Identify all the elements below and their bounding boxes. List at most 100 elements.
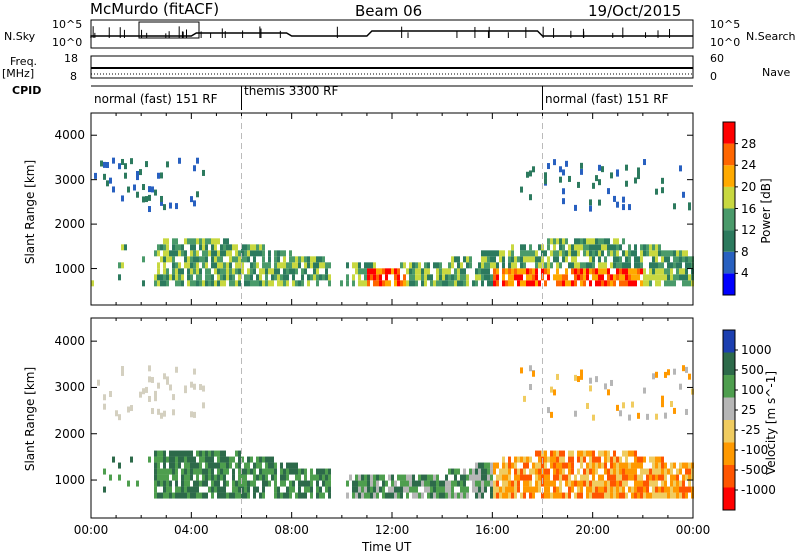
heatmap-cell xyxy=(325,487,328,493)
heatmap-cell xyxy=(184,256,187,262)
heatmap-cell xyxy=(604,268,607,274)
heatmap-cell xyxy=(544,178,547,184)
heatmap-cell xyxy=(358,268,361,274)
heatmap-cell xyxy=(208,274,211,280)
heatmap-cell xyxy=(505,475,508,481)
heatmap-cell xyxy=(655,372,658,378)
heatmap-cell xyxy=(628,475,631,481)
heatmap-cell xyxy=(247,280,250,286)
heatmap-cell xyxy=(328,469,331,475)
heatmap-cell xyxy=(577,182,580,188)
heatmap-cell xyxy=(451,256,454,262)
heatmap-cell xyxy=(184,238,187,244)
heatmap-cell xyxy=(679,481,682,487)
velocity-colorbar-tick-label: 25 xyxy=(741,403,756,417)
heatmap-cell xyxy=(289,250,292,256)
heatmap-cell xyxy=(328,280,331,286)
heatmap-cell xyxy=(226,274,229,280)
heatmap-cell xyxy=(262,469,265,475)
heatmap-cell xyxy=(178,487,181,493)
heatmap-cell xyxy=(580,463,583,469)
heatmap-cell xyxy=(142,388,145,394)
heatmap-cell xyxy=(193,463,196,469)
heatmap-cell xyxy=(583,481,586,487)
heatmap-cell xyxy=(457,469,460,475)
heatmap-cell xyxy=(262,493,265,499)
heatmap-cell xyxy=(622,197,625,203)
heatmap-cell xyxy=(613,238,616,244)
heatmap-cell xyxy=(172,262,175,268)
heatmap-cell xyxy=(493,280,496,286)
heatmap-cell xyxy=(208,469,211,475)
heatmap-cell xyxy=(589,451,592,457)
heatmap-cell xyxy=(121,195,124,201)
heatmap-cell xyxy=(655,493,658,499)
heatmap-cell xyxy=(142,256,145,262)
heatmap-cell xyxy=(409,481,412,487)
heatmap-cell xyxy=(190,268,193,274)
heatmap-cell xyxy=(214,487,217,493)
heatmap-cell xyxy=(415,481,418,487)
heatmap-cell xyxy=(580,493,583,499)
heatmap-cell xyxy=(229,493,232,499)
heatmap-cell xyxy=(370,268,373,274)
heatmap-cell xyxy=(436,493,439,499)
heatmap-cell xyxy=(151,408,154,414)
heatmap-cell xyxy=(628,451,631,457)
heatmap-cell xyxy=(484,256,487,262)
heatmap-cell xyxy=(646,244,649,250)
heatmap-cell xyxy=(523,280,526,286)
heatmap-cell xyxy=(256,487,259,493)
heatmap-cell xyxy=(118,163,121,169)
heatmap-cell xyxy=(670,481,673,487)
heatmap-cell xyxy=(688,280,691,286)
heatmap-cell xyxy=(637,493,640,499)
heatmap-cell xyxy=(490,469,493,475)
heatmap-cell xyxy=(283,256,286,262)
heatmap-cell xyxy=(160,457,163,463)
heatmap-cell xyxy=(307,262,310,268)
heatmap-cell xyxy=(631,469,634,475)
heatmap-cell xyxy=(628,268,631,274)
heatmap-cell xyxy=(238,256,241,262)
heatmap-cell xyxy=(622,402,625,408)
heatmap-cell xyxy=(190,487,193,493)
heatmap-cell xyxy=(211,475,214,481)
heatmap-cell xyxy=(382,481,385,487)
heatmap-cell xyxy=(253,250,256,256)
heatmap-cell xyxy=(220,244,223,250)
heatmap-cell xyxy=(445,475,448,481)
heatmap-cell xyxy=(625,274,628,280)
heatmap-cell xyxy=(196,250,199,256)
heatmap-cell xyxy=(160,493,163,499)
heatmap-cell xyxy=(595,244,598,250)
heatmap-cell xyxy=(433,487,436,493)
heatmap-cell xyxy=(433,262,436,268)
heatmap-cell xyxy=(181,481,184,487)
heatmap-cell xyxy=(640,250,643,256)
heatmap-cell xyxy=(502,475,505,481)
heatmap-cell xyxy=(421,274,424,280)
heatmap-cell xyxy=(634,451,637,457)
heatmap-cell xyxy=(460,481,463,487)
heatmap-cell xyxy=(298,262,301,268)
heatmap-cell xyxy=(673,262,676,268)
heatmap-cell xyxy=(559,262,562,268)
heatmap-cell xyxy=(625,165,628,171)
heatmap-cell xyxy=(352,274,355,280)
heatmap-cell xyxy=(190,244,193,250)
heatmap-cell xyxy=(178,158,181,164)
heatmap-cell xyxy=(502,250,505,256)
heatmap-cell xyxy=(568,250,571,256)
heatmap-cell xyxy=(418,493,421,499)
heatmap-cell xyxy=(205,457,208,463)
heatmap-cell xyxy=(652,487,655,493)
heatmap-cell xyxy=(199,256,202,262)
heatmap-cell xyxy=(175,487,178,493)
heatmap-cell xyxy=(373,487,376,493)
heatmap-cell xyxy=(670,469,673,475)
heatmap-cell xyxy=(583,280,586,286)
heatmap-cell xyxy=(667,469,670,475)
power-colorbar-tick-label: 12 xyxy=(741,223,756,237)
heatmap-cell xyxy=(565,238,568,244)
